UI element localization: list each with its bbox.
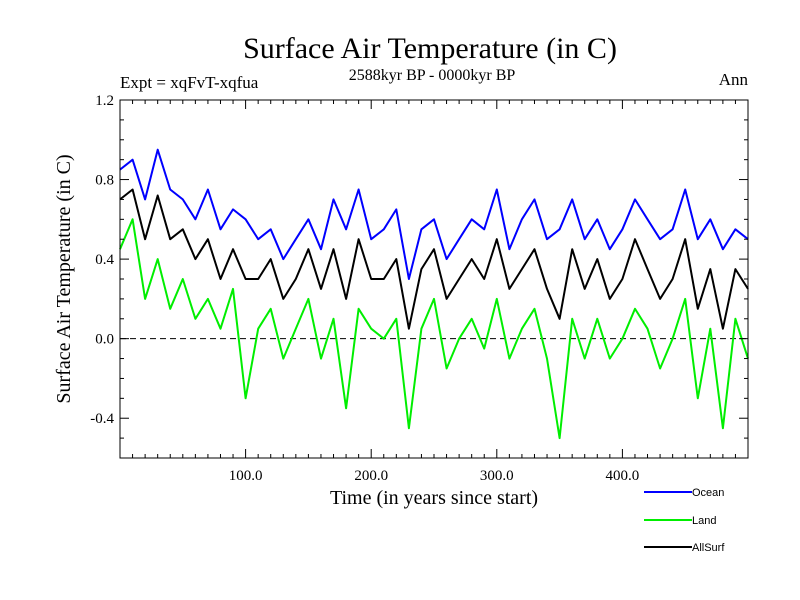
experiment-label: Expt = xqFvT-xqfua (120, 73, 259, 92)
legend-label-land: Land (692, 515, 716, 527)
plot-frame (119, 99, 749, 459)
y-axis-label: Surface Air Temperature (in C) (53, 154, 75, 403)
y-tick-label: 1.2 (95, 93, 114, 109)
y-tick-label: 0.4 (95, 252, 114, 268)
x-tick-label: 400.0 (606, 468, 640, 484)
chart-subtitle: 2588kyr BP - 0000kyr BP (349, 67, 516, 84)
y-tick-label: -0.4 (90, 411, 114, 427)
chart-title: Surface Air Temperature (in C) (243, 32, 617, 65)
x-tick-label: 100.0 (229, 468, 263, 484)
series-line-allsurf (119, 188, 749, 330)
x-axis-label: Time (in years since start) (330, 487, 538, 509)
series-line-ocean (119, 148, 749, 280)
legend-label-ocean: Ocean (692, 487, 724, 499)
legend-label-allsurf: AllSurf (692, 542, 725, 554)
x-tick-label: 200.0 (354, 468, 388, 484)
y-tick-label: 0.8 (95, 173, 114, 189)
series-line-land (119, 218, 749, 440)
x-tick-label: 300.0 (480, 468, 514, 484)
season-label: Ann (719, 70, 749, 89)
y-tick-label: 0.0 (95, 332, 114, 348)
